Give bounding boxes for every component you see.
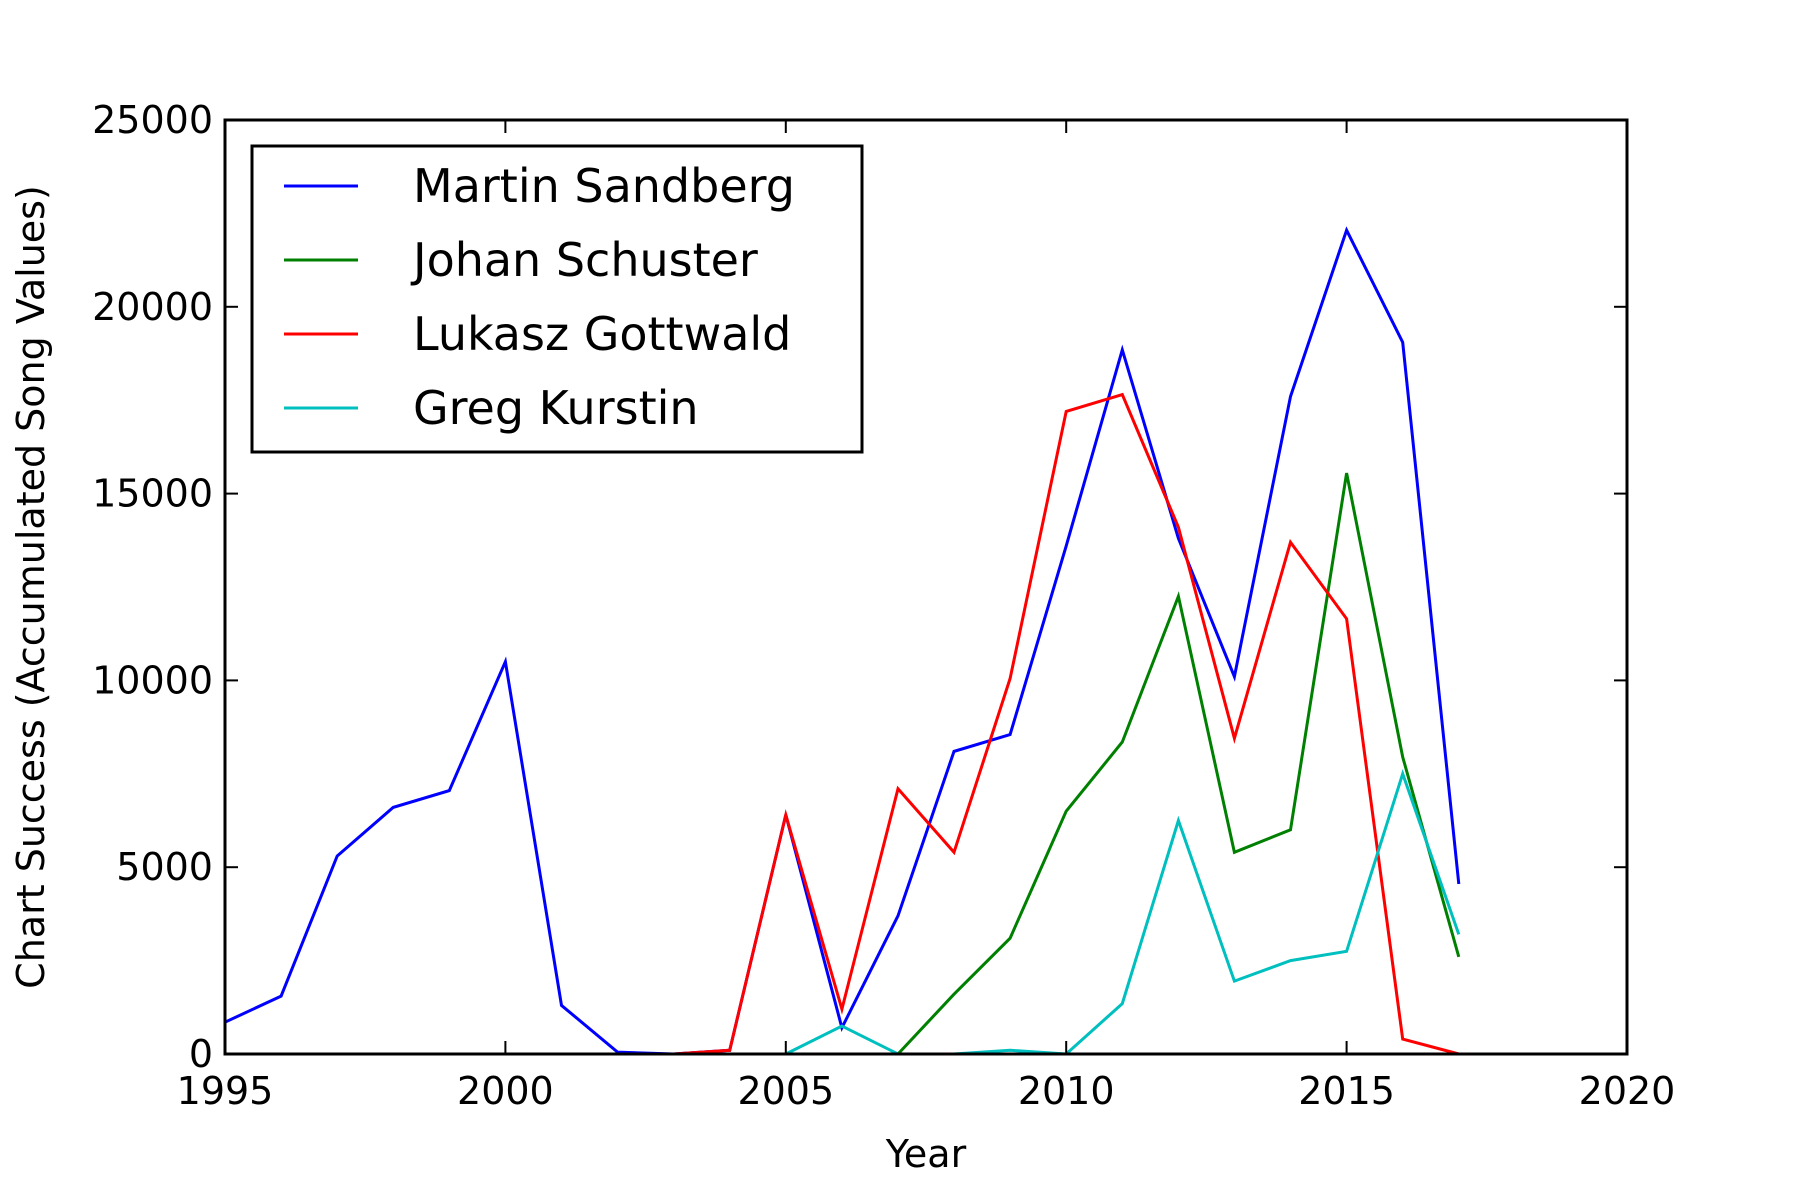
series-line-0 [224,226,1461,1056]
x-tick-label: 2000 [457,1069,554,1113]
x-tick-label: 2005 [737,1069,834,1113]
legend-entries: Martin Sandberg Johan Schuster Lukasz Gott… [284,159,795,435]
series-line-3 [785,769,1461,1056]
x-tick-label: 1995 [177,1069,274,1113]
x-tick-label: 2020 [1579,1069,1676,1113]
y-axis-label: Chart Success (Accumulated Song Values) [9,185,53,989]
x-axis-label: Year [885,1132,967,1176]
legend-frame [250,144,864,454]
y-tick-label: 20000 [92,285,213,329]
y-tick-label: 5000 [116,845,213,889]
y-tick-label: 10000 [92,658,213,702]
legend-label: Lukasz Gottwald [413,307,791,361]
y-tick-label: 25000 [92,98,213,142]
x-tick-label: 2015 [1298,1069,1395,1113]
legend-label: Martin Sandberg [413,159,795,213]
legend: Martin Sandberg Johan Schuster Lukasz Gott… [250,144,864,454]
series-line-2 [673,392,1460,1056]
y-tick-label: 0 [189,1032,213,1076]
series-line-1 [896,472,1461,1056]
legend-label: Greg Kurstin [413,381,699,435]
plot-frame [223,118,1629,1056]
y-tick-label: 15000 [92,472,213,516]
axis-ticks: 1995 2000 2005 2010 2015 2020 0 5000 10000 15000 2… [92,98,1675,1113]
x-tick-label: 2010 [1018,1069,1115,1113]
legend-label: Johan Schuster [410,233,758,287]
